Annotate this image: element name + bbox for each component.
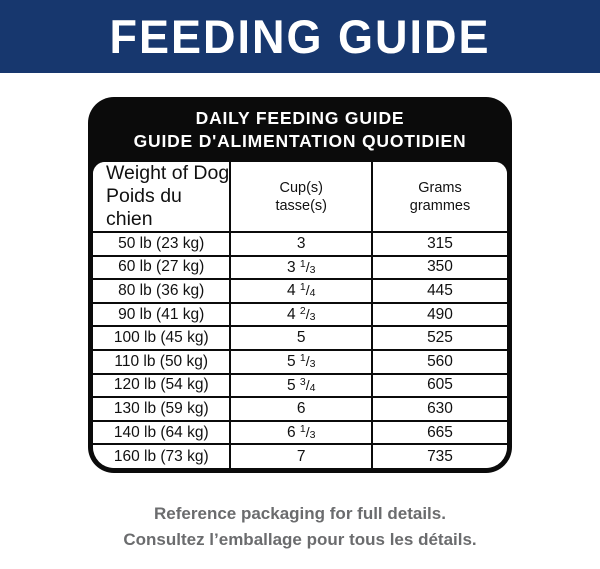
weight-cell: 100 lb (45 kg)	[93, 326, 232, 351]
fraction-denominator: 3	[309, 311, 316, 324]
fraction-denominator: 3	[309, 358, 316, 371]
grams-cell: 315	[372, 232, 507, 257]
card-body: Weight of Dog Poids du chien Cup(s) tass…	[93, 162, 507, 468]
fraction-numerator: 1	[299, 352, 306, 365]
column-header-weight-fr: Poids du chien	[106, 185, 182, 230]
fraction-numerator: 1	[299, 257, 306, 270]
cups-cell: 4 2/3	[230, 302, 374, 328]
column-header-cups-en: Cup(s)	[279, 179, 323, 196]
fraction-slash: /	[305, 282, 310, 299]
cups-cell: 5 1/3	[230, 349, 374, 375]
weight-cell: 90 lb (41 kg)	[93, 302, 232, 328]
page-title: FEEDING GUIDE	[109, 9, 491, 63]
weight-cell: 130 lb (59 kg)	[93, 397, 232, 422]
fraction-slash: /	[305, 258, 310, 275]
table-row: 80 lb (36 kg) 4 1/4 445	[93, 279, 507, 304]
weight-cell: 120 lb (54 kg)	[93, 373, 232, 399]
grams-cell: 445	[372, 279, 507, 304]
grams-cell: 560	[372, 349, 507, 375]
column-header-cups-fr: tasse(s)	[275, 197, 328, 214]
cups-cell: 7	[230, 444, 374, 468]
fraction-numerator: 2	[299, 305, 306, 318]
table-header-row: Weight of Dog Poids du chien Cup(s) tass…	[93, 162, 507, 233]
fraction-numerator: 1	[299, 281, 306, 294]
weight-cell: 140 lb (64 kg)	[93, 420, 232, 446]
grams-cell: 735	[372, 444, 507, 468]
feeding-table-body: 50 lb (23 kg) 3 315 60 lb (27 kg) 3 1/3 350 80…	[93, 232, 507, 468]
daily-feeding-guide-card: DAILY FEEDING GUIDE GUIDE D'ALIMENTATION…	[88, 97, 512, 473]
cups-cell: 3 1/3	[230, 255, 374, 281]
table-row: 100 lb (45 kg) 5 525	[93, 326, 507, 351]
footer-note: Reference packaging for full details. Co…	[0, 501, 600, 553]
column-header-grams-en: Grams	[418, 179, 462, 196]
column-header-grams: Grams grammes	[372, 162, 507, 233]
weight-cell: 60 lb (27 kg)	[93, 255, 232, 281]
grams-cell: 630	[372, 397, 507, 422]
grams-cell: 525	[372, 326, 507, 351]
cups-cell: 5 3/4	[230, 373, 374, 399]
fraction-numerator: 1	[299, 423, 306, 436]
grams-cell: 350	[372, 255, 507, 281]
grams-cell: 605	[372, 373, 507, 399]
grams-cell: 665	[372, 420, 507, 446]
weight-cell: 110 lb (50 kg)	[93, 349, 232, 375]
feeding-guide-banner: FEEDING GUIDE	[0, 0, 600, 73]
column-header-weight: Weight of Dog Poids du chien	[93, 162, 232, 233]
table-row: 60 lb (27 kg) 3 1/3 350	[93, 255, 507, 281]
fraction-slash: /	[305, 353, 310, 370]
fraction-slash: /	[305, 306, 310, 323]
cups-cell: 3	[230, 232, 374, 257]
cups-cell: 6 1/3	[230, 420, 374, 446]
cups-cell: 5	[230, 326, 374, 351]
grams-cell: 490	[372, 302, 507, 328]
footer-note-fr: Consultez l’emballage pour tous les déta…	[123, 530, 477, 549]
fraction-slash: /	[305, 376, 310, 393]
weight-cell: 80 lb (36 kg)	[93, 279, 232, 304]
fraction-denominator: 4	[309, 287, 316, 300]
table-row: 130 lb (59 kg) 6 630	[93, 397, 507, 422]
table-row: 160 lb (73 kg) 7 735	[93, 444, 507, 468]
card-header: DAILY FEEDING GUIDE GUIDE D'ALIMENTATION…	[93, 97, 507, 162]
column-header-grams-fr: grammes	[409, 197, 471, 214]
column-header-cups: Cup(s) tasse(s)	[230, 162, 374, 233]
card-title-en: DAILY FEEDING GUIDE	[195, 107, 405, 128]
weight-cell: 50 lb (23 kg)	[93, 232, 232, 257]
footer-note-en: Reference packaging for full details.	[154, 504, 446, 523]
fraction-denominator: 3	[309, 429, 316, 442]
table-row: 110 lb (50 kg) 5 1/3 560	[93, 349, 507, 375]
card-title-fr: GUIDE D'ALIMENTATION QUOTIDIEN	[133, 130, 467, 151]
fraction-denominator: 3	[309, 263, 316, 276]
fraction-denominator: 4	[309, 381, 316, 394]
feeding-table: Weight of Dog Poids du chien Cup(s) tass…	[93, 162, 507, 468]
table-row: 90 lb (41 kg) 4 2/3 490	[93, 302, 507, 328]
cups-cell: 4 1/4	[230, 279, 374, 304]
table-row: 50 lb (23 kg) 3 315	[93, 232, 507, 257]
fraction-numerator: 3	[299, 375, 306, 388]
table-row: 140 lb (64 kg) 6 1/3 665	[93, 420, 507, 446]
cups-cell: 6	[230, 397, 374, 422]
column-header-weight-en: Weight of Dog	[106, 162, 230, 184]
table-row: 120 lb (54 kg) 5 3/4 605	[93, 373, 507, 399]
fraction-slash: /	[305, 424, 310, 441]
weight-cell: 160 lb (73 kg)	[93, 444, 232, 468]
